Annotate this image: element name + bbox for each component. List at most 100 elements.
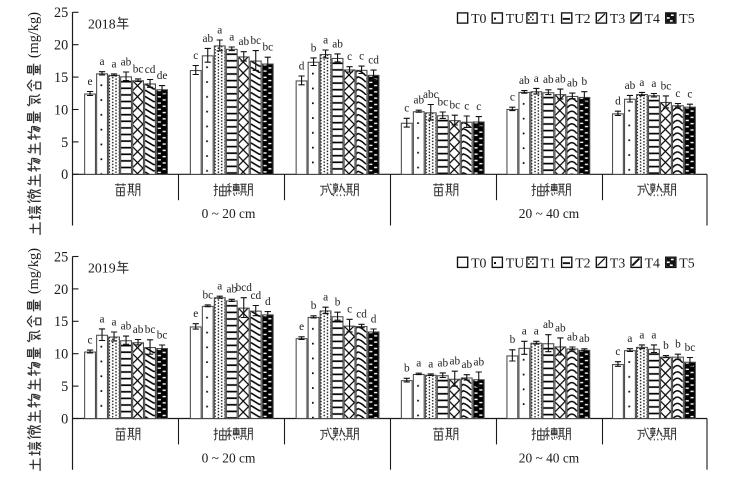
svg-text:a: a (627, 333, 632, 345)
svg-text:c: c (87, 335, 92, 347)
svg-text:20: 20 (54, 282, 68, 298)
svg-text:25: 25 (54, 249, 68, 265)
svg-text:a: a (639, 77, 644, 89)
svg-text:ab: ab (543, 319, 554, 331)
svg-text:ab: ab (449, 356, 460, 368)
svg-text:a: a (416, 358, 421, 370)
svg-text:a: a (111, 58, 116, 70)
svg-text:a: a (522, 326, 527, 338)
svg-text:T1: T1 (541, 255, 556, 270)
svg-text:ab: ab (579, 333, 590, 345)
svg-text:e: e (87, 76, 92, 88)
svg-text:20 ~ 40 cm: 20 ~ 40 cm (519, 450, 580, 465)
svg-text:ab: ab (567, 78, 578, 90)
svg-text:b: b (581, 76, 587, 88)
svg-text:b: b (675, 339, 681, 351)
svg-text:bc: bc (685, 342, 696, 354)
svg-text:bc: bc (157, 329, 168, 341)
svg-text:c: c (687, 89, 692, 101)
svg-text:b: b (311, 300, 317, 312)
svg-text:c: c (464, 100, 469, 112)
svg-text:b: b (510, 334, 516, 346)
svg-text:bc: bc (250, 35, 261, 47)
svg-text:a: a (217, 281, 222, 293)
svg-text:a: a (99, 56, 104, 68)
svg-text:bc: bc (437, 96, 448, 108)
svg-text:abc: abc (423, 89, 439, 101)
svg-text:a: a (534, 73, 539, 85)
svg-text:c: c (359, 51, 364, 63)
svg-text:0: 0 (61, 411, 68, 427)
svg-text:bcd: bcd (236, 282, 253, 294)
svg-text:a: a (639, 329, 644, 341)
svg-text:ab: ab (437, 357, 448, 369)
svg-text:5: 5 (61, 135, 68, 151)
svg-text:ab: ab (543, 74, 554, 86)
svg-text:c: c (347, 51, 352, 63)
svg-text:bc: bc (133, 63, 144, 75)
svg-text:T5: T5 (679, 255, 694, 270)
svg-text:ab: ab (121, 321, 132, 333)
svg-text:a: a (323, 34, 328, 46)
svg-text:T4: T4 (645, 11, 660, 26)
svg-text:cd: cd (250, 290, 261, 302)
svg-text:b: b (404, 363, 410, 375)
svg-text:ab: ab (461, 359, 472, 371)
svg-text:(mg/kg): (mg/kg) (26, 12, 42, 58)
svg-text:d: d (615, 96, 621, 108)
svg-text:bc: bc (262, 42, 273, 54)
svg-text:2019: 2019 (88, 261, 116, 276)
svg-text:ab: ab (332, 38, 343, 50)
svg-text:a: a (217, 24, 222, 36)
svg-text:ab: ab (567, 331, 578, 343)
svg-text:TU: TU (506, 11, 524, 26)
svg-text:ab: ab (202, 33, 213, 45)
svg-text:ab: ab (519, 75, 530, 87)
svg-text:bc: bc (449, 100, 460, 112)
svg-text:a: a (111, 316, 116, 328)
svg-text:T2: T2 (575, 255, 590, 270)
svg-text:ab: ab (413, 95, 424, 107)
svg-text:T0: T0 (471, 11, 486, 26)
svg-text:bc: bc (202, 289, 213, 301)
svg-text:d: d (299, 60, 305, 72)
svg-text:b: b (311, 42, 317, 54)
svg-text:TU: TU (506, 255, 524, 270)
svg-text:cd: cd (368, 55, 379, 67)
svg-text:de: de (157, 70, 168, 82)
svg-text:15: 15 (54, 314, 68, 330)
svg-text:a: a (651, 329, 656, 341)
svg-text:a: a (534, 326, 539, 338)
svg-text:ab: ab (473, 356, 484, 368)
svg-text:5: 5 (61, 379, 68, 395)
svg-text:c: c (615, 346, 620, 358)
svg-text:T5: T5 (679, 11, 694, 26)
svg-text:a: a (99, 313, 104, 325)
svg-text:a: a (651, 78, 656, 90)
svg-text:20: 20 (54, 38, 68, 54)
svg-text:a: a (229, 31, 234, 43)
svg-text:c: c (675, 88, 680, 100)
svg-text:c: c (510, 92, 515, 104)
svg-text:b: b (335, 297, 341, 309)
svg-text:e: e (193, 308, 198, 320)
svg-text:ab: ab (238, 36, 249, 48)
svg-text:ab: ab (555, 322, 566, 334)
svg-text:2018: 2018 (88, 17, 116, 32)
svg-text:c: c (193, 50, 198, 62)
svg-text:ab: ab (226, 284, 237, 296)
svg-text:d: d (265, 296, 271, 308)
svg-text:T0: T0 (471, 255, 486, 270)
svg-text:c: c (347, 304, 352, 316)
svg-text:d: d (371, 313, 377, 325)
svg-text:c: c (476, 101, 481, 113)
svg-text:15: 15 (54, 70, 68, 86)
svg-text:T2: T2 (575, 11, 590, 26)
svg-text:ab: ab (555, 74, 566, 86)
svg-text:10: 10 (54, 102, 68, 118)
svg-text:b: b (663, 340, 669, 352)
svg-text:ab: ab (133, 324, 144, 336)
svg-text:(mg/kg): (mg/kg) (26, 248, 42, 294)
svg-text:ab: ab (121, 56, 132, 68)
svg-text:25: 25 (54, 5, 68, 21)
